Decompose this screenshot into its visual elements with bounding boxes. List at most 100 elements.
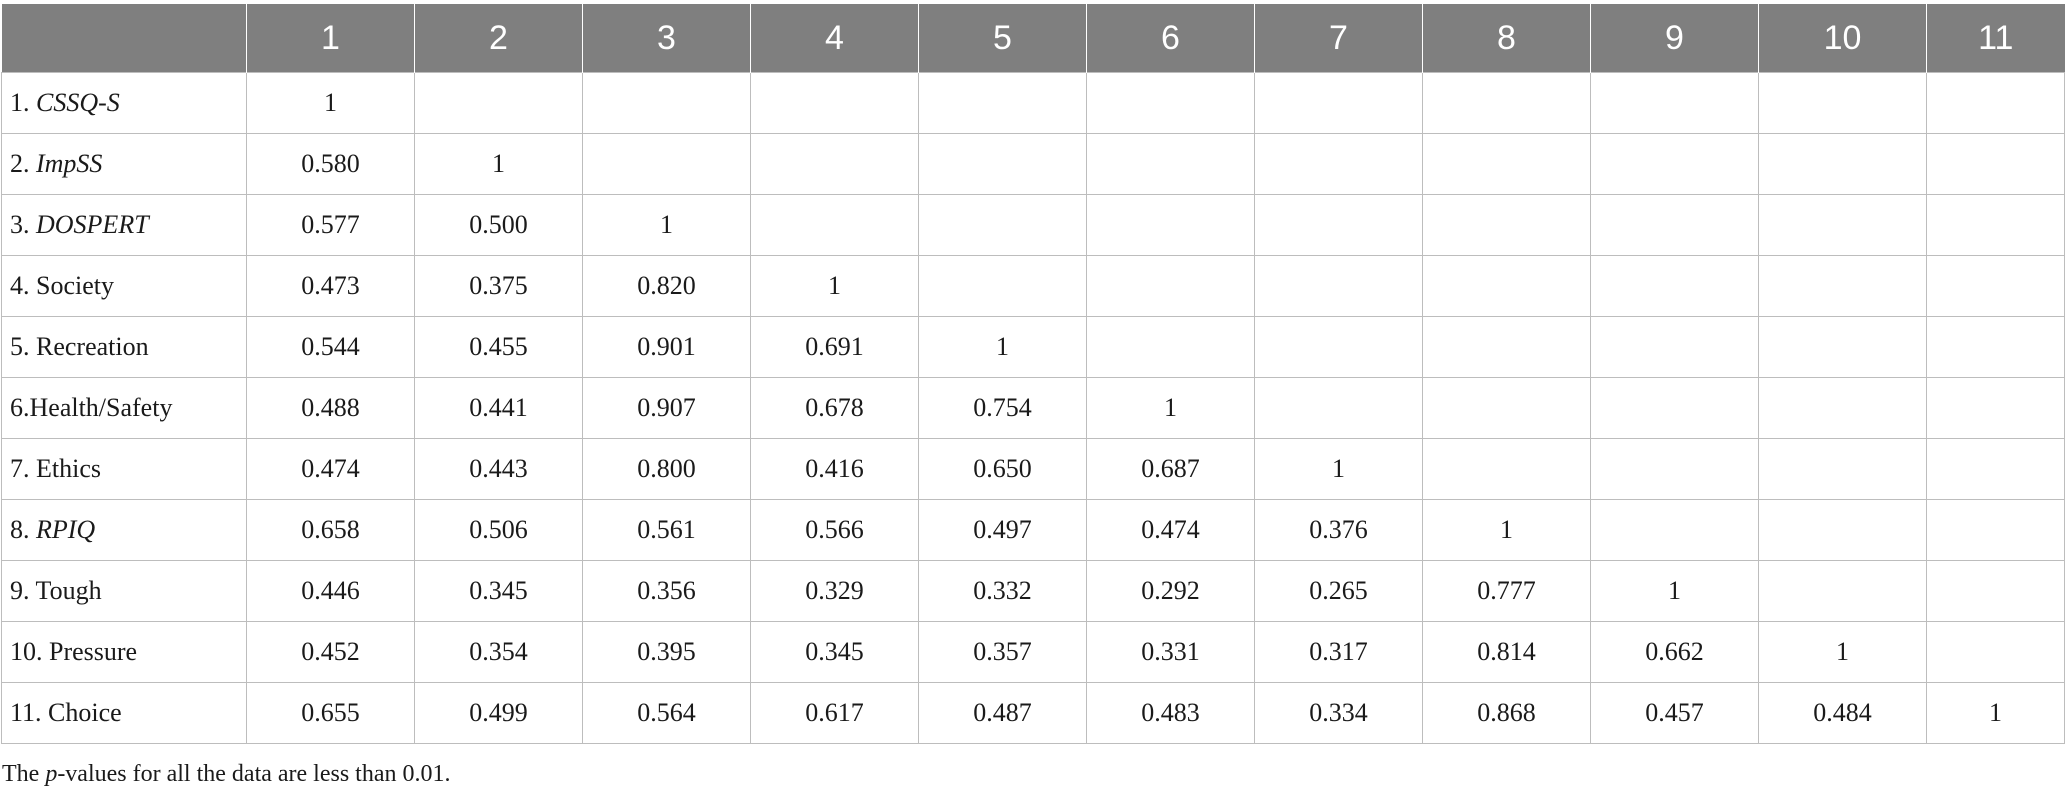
table-cell: 0.484 [1758,682,1927,744]
row-label: 7. Ethics [1,438,247,500]
table-cell [1926,438,2065,500]
table-cell [1422,194,1591,256]
table-cell: 0.617 [750,682,919,744]
table-cell [1926,377,2065,439]
table-cell: 0.487 [918,682,1087,744]
table-cell [1590,72,1759,134]
header-corner [1,4,247,73]
table-cell: 0.446 [246,560,415,622]
row-label: 1. CSSQ-S [1,72,247,134]
table-cell: 0.499 [414,682,583,744]
table-cell [1926,560,2065,622]
column-header: 1 [246,4,415,73]
table-cell [1422,377,1591,439]
table-footnote: The p-values for all the data are less t… [2,761,451,788]
table-cell: 0.580 [246,133,415,195]
table-cell: 0.354 [414,621,583,683]
table-cell [1758,133,1927,195]
table-cell: 0.655 [246,682,415,744]
row-variable-name: CSSQ-S [36,88,120,117]
table-cell [1590,133,1759,195]
table-cell: 0.566 [750,499,919,561]
table-cell [1590,499,1759,561]
table-cell: 0.577 [246,194,415,256]
row-label: 8. RPIQ [1,499,247,561]
table-cell: 0.662 [1590,621,1759,683]
table-cell [918,255,1087,317]
table-cell: 0.488 [246,377,415,439]
row-label: 4. Society [1,255,247,317]
table-cell: 0.317 [1254,621,1423,683]
table-cell [1086,133,1255,195]
table-cell [1758,72,1927,134]
table-cell [1254,133,1423,195]
table-cell [750,194,919,256]
table-cell [1422,316,1591,378]
table-cell: 1 [1590,560,1759,622]
table-cell: 1 [246,72,415,134]
table-cell: 0.332 [918,560,1087,622]
row-number: 11. [10,698,49,727]
column-header: 4 [750,4,919,73]
table-cell [1590,438,1759,500]
table-cell: 0.473 [246,255,415,317]
row-number: 9. [10,576,36,605]
table-cell [1926,72,2065,134]
row-label: 3. DOSPERT [1,194,247,256]
table-cell: 0.678 [750,377,919,439]
column-header: 8 [1422,4,1591,73]
table-cell [1086,316,1255,378]
header-row: 1 2 3 4 5 6 7 8 9 10 11 [1,4,2065,73]
table-cell [1086,72,1255,134]
table-row: 3. DOSPERT 0.577 0.500 1 [1,194,2065,256]
column-header: 10 [1758,4,1927,73]
table-cell [1758,255,1927,317]
table-cell: 0.907 [582,377,751,439]
row-label: 11. Choice [1,682,247,744]
row-number: 7. [10,454,36,483]
table-cell [1254,377,1423,439]
table-cell: 1 [1254,438,1423,500]
table-cell [1422,255,1591,317]
row-label: 5. Recreation [1,316,247,378]
row-variable-name: Health/Safety [29,393,173,422]
row-number: 4. [10,271,36,300]
table-cell: 0.691 [750,316,919,378]
row-label: 9. Tough [1,560,247,622]
table-cell: 0.457 [1590,682,1759,744]
table-cell: 0.754 [918,377,1087,439]
row-number: 10. [10,637,49,666]
row-label: 10. Pressure [1,621,247,683]
table-cell [1422,133,1591,195]
table-cell: 1 [1086,377,1255,439]
table-row: 7. Ethics 0.474 0.443 0.800 0.416 0.650 0.687 1 [1,438,2065,500]
table-cell: 0.474 [246,438,415,500]
table-cell: 1 [582,194,751,256]
table-cell: 1 [918,316,1087,378]
table-cell: 0.474 [1086,499,1255,561]
table-cell [918,72,1087,134]
table-cell [1758,316,1927,378]
table-row: 8. RPIQ 0.658 0.506 0.561 0.566 0.497 0.474 0.3… [1,499,2065,561]
table-cell: 1 [1926,682,2065,744]
row-variable-name: Ethics [36,454,101,483]
table-row: 1. CSSQ-S 1 [1,72,2065,134]
row-number: 3. [10,210,36,239]
table-row: 9. Tough 0.446 0.345 0.356 0.329 0.332 0.292 0.… [1,560,2065,622]
row-number: 2. [10,149,36,178]
table-cell [1422,72,1591,134]
table-cell [918,194,1087,256]
row-variable-name: Recreation [36,332,149,361]
row-label: 2. ImpSS [1,133,247,195]
table-cell [1758,560,1927,622]
table-cell: 0.800 [582,438,751,500]
table-row: 2. ImpSS 0.580 1 [1,133,2065,195]
column-header: 2 [414,4,583,73]
table-row: 10. Pressure 0.452 0.354 0.395 0.345 0.357 0.3… [1,621,2065,683]
table-cell [750,133,919,195]
column-header: 9 [1590,4,1759,73]
table-cell: 0.345 [750,621,919,683]
table-cell [1926,255,2065,317]
table-cell: 0.356 [582,560,751,622]
row-label: 6.Health/Safety [1,377,247,439]
